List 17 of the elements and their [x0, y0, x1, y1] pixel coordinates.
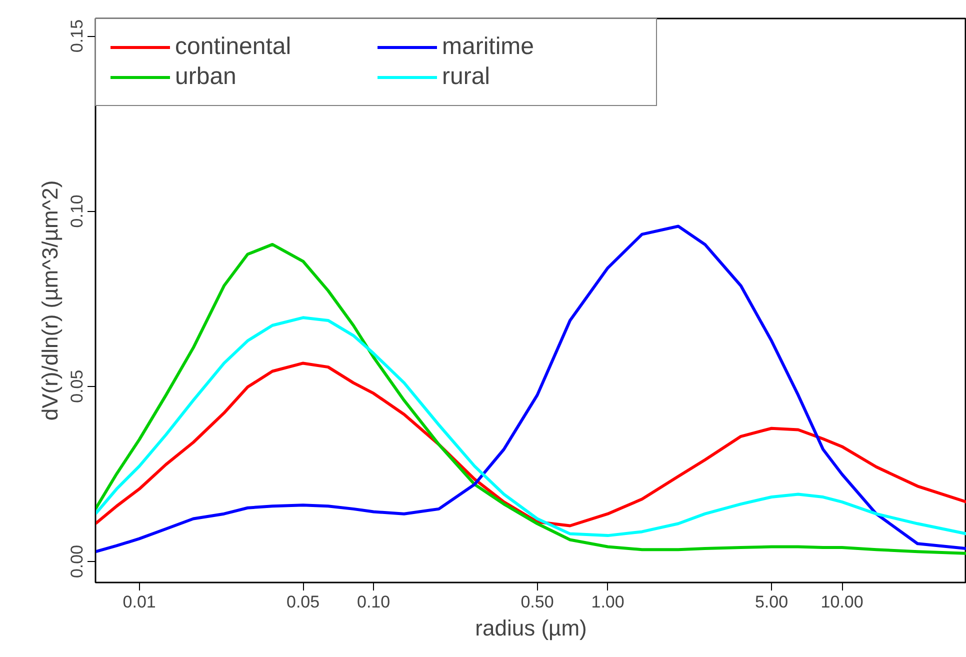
x-tick-label: 5.00 [754, 592, 788, 612]
y-tick-label: 0.10 [68, 194, 86, 228]
legend-label: rural [442, 63, 492, 91]
x-tick-label: 10.00 [820, 592, 864, 612]
x-tick-label: 1.00 [591, 592, 624, 612]
legend-label: continental [175, 33, 292, 61]
legend-label: maritime [442, 33, 536, 61]
y-tick-label: 0.15 [68, 19, 86, 53]
legend-label: urban [175, 63, 238, 91]
y-tick-label: 0.05 [68, 370, 86, 403]
x-axis-title: radius (µm) [475, 616, 587, 640]
x-tick-label: 0.10 [357, 592, 390, 612]
x-tick-label: 0.05 [286, 592, 320, 612]
x-tick-label: 0.01 [122, 592, 156, 612]
y-axis-title: dV(r)/dln(r) (µm^3/µm^2) [38, 180, 62, 421]
x-tick-label: 0.50 [520, 592, 554, 612]
y-tick-label: 0.00 [68, 544, 86, 578]
